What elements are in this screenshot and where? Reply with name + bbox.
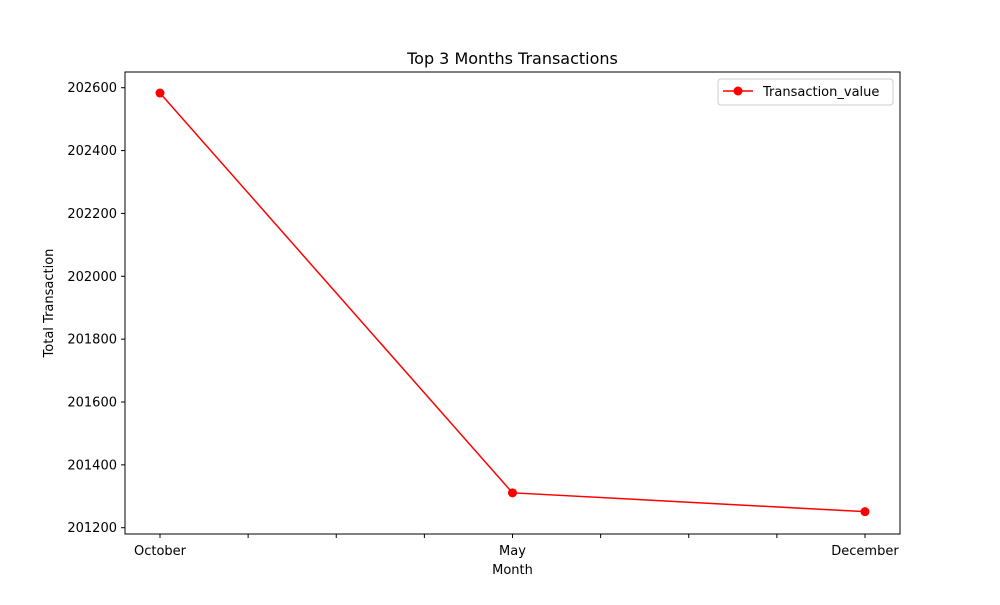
x-tick-label: December [831, 544, 899, 559]
x-axis-title: Month [492, 563, 533, 578]
y-tick-label: 202000 [67, 270, 117, 285]
y-tick-label: 201600 [67, 396, 117, 411]
y-tick-label: 201200 [67, 521, 117, 536]
legend-box [717, 78, 894, 106]
legend-label: Transaction_value [762, 85, 879, 100]
data-point [155, 88, 165, 98]
y-tick-label: 202600 [67, 81, 117, 96]
series-layer [155, 88, 870, 517]
data-point [860, 507, 870, 517]
x-axis-ticks: October May December [134, 534, 899, 559]
y-tick-label: 202400 [67, 144, 117, 159]
x-tick-label: October [134, 544, 187, 559]
chart-title: Top 3 Months Transactions [406, 49, 618, 68]
y-tick-label: 202200 [67, 207, 117, 222]
y-axis-title: Total Transaction [42, 249, 57, 359]
legend: Transaction_value [717, 78, 894, 106]
plot-area [125, 72, 900, 534]
y-tick-label: 201800 [67, 333, 117, 348]
x-tick-label: May [499, 544, 526, 559]
legend-marker [733, 86, 743, 96]
plot-frame [124, 71, 901, 535]
y-axis-ticks: 201200 201400 201600 201800 202000 202200 2024… [67, 81, 125, 536]
data-point [508, 488, 517, 498]
y-tick-label: 201400 [67, 458, 117, 473]
